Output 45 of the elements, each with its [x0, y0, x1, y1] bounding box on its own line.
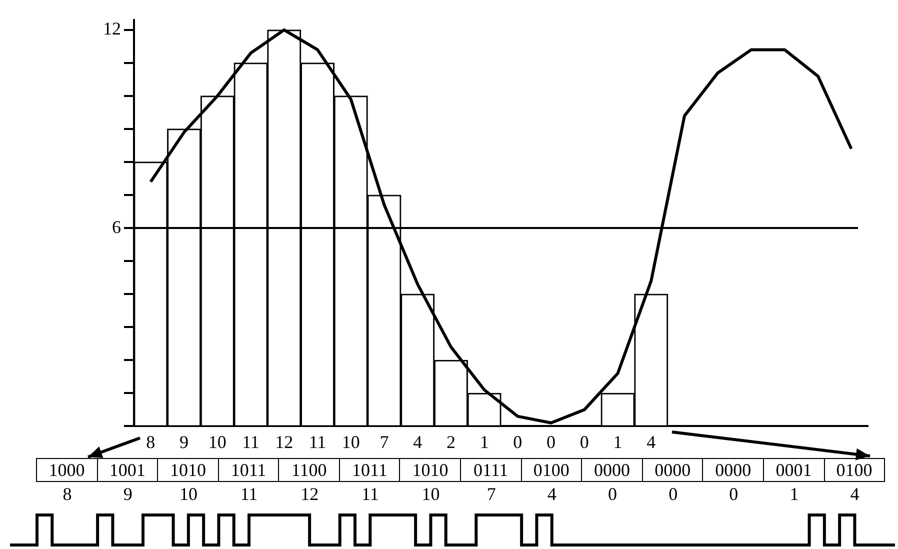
text: 0: [728, 484, 740, 504]
text: 1010: [157, 458, 219, 482]
x-tick-label: 0: [546, 432, 556, 452]
x-tick-label: 11: [308, 432, 326, 452]
text: 4: [546, 484, 558, 504]
text: 0000: [702, 458, 764, 482]
text: 1001: [96, 458, 158, 482]
text: 10: [420, 484, 441, 504]
text: 10: [178, 484, 198, 504]
text: 0: [668, 484, 679, 504]
text: 0: [606, 484, 618, 504]
x-tick-label: 0: [513, 432, 522, 452]
text: 8: [62, 484, 73, 504]
x-tick-label: 9: [180, 432, 189, 452]
text: 12: [300, 484, 320, 504]
text: 0100: [520, 458, 582, 482]
text: 7: [486, 484, 497, 504]
text: 0000: [642, 458, 704, 482]
x-tick-label: 12: [275, 432, 294, 452]
text: 1011: [338, 458, 400, 482]
x-tick-label: 11: [242, 432, 260, 452]
x-tick-label: 0: [580, 432, 589, 452]
x-tick-label: 2: [446, 432, 456, 452]
text: 9: [122, 484, 134, 504]
x-tick-label: 10: [342, 432, 360, 452]
text: 0001: [762, 458, 825, 482]
text: 0000: [581, 458, 643, 482]
text: 1000: [36, 458, 98, 482]
text: 1010: [399, 458, 462, 482]
text: 1011: [218, 458, 280, 482]
text: 1100: [278, 458, 340, 482]
text: 11: [239, 484, 259, 504]
text: 0100: [824, 458, 886, 482]
text: 4: [849, 484, 860, 504]
text: 1: [788, 484, 800, 504]
text: 11: [360, 484, 380, 504]
x-tick-label: 8: [146, 432, 156, 452]
x-tick-label: 1: [613, 432, 622, 452]
x-tick-label: 7: [380, 432, 389, 452]
text: 0111: [460, 458, 522, 482]
x-tick-label: 1: [480, 432, 489, 452]
x-tick-label: 4: [646, 432, 656, 452]
x-tick-label: 4: [413, 432, 422, 452]
y-tick-label: 6: [112, 216, 121, 237]
x-tick-label: 10: [208, 432, 226, 452]
